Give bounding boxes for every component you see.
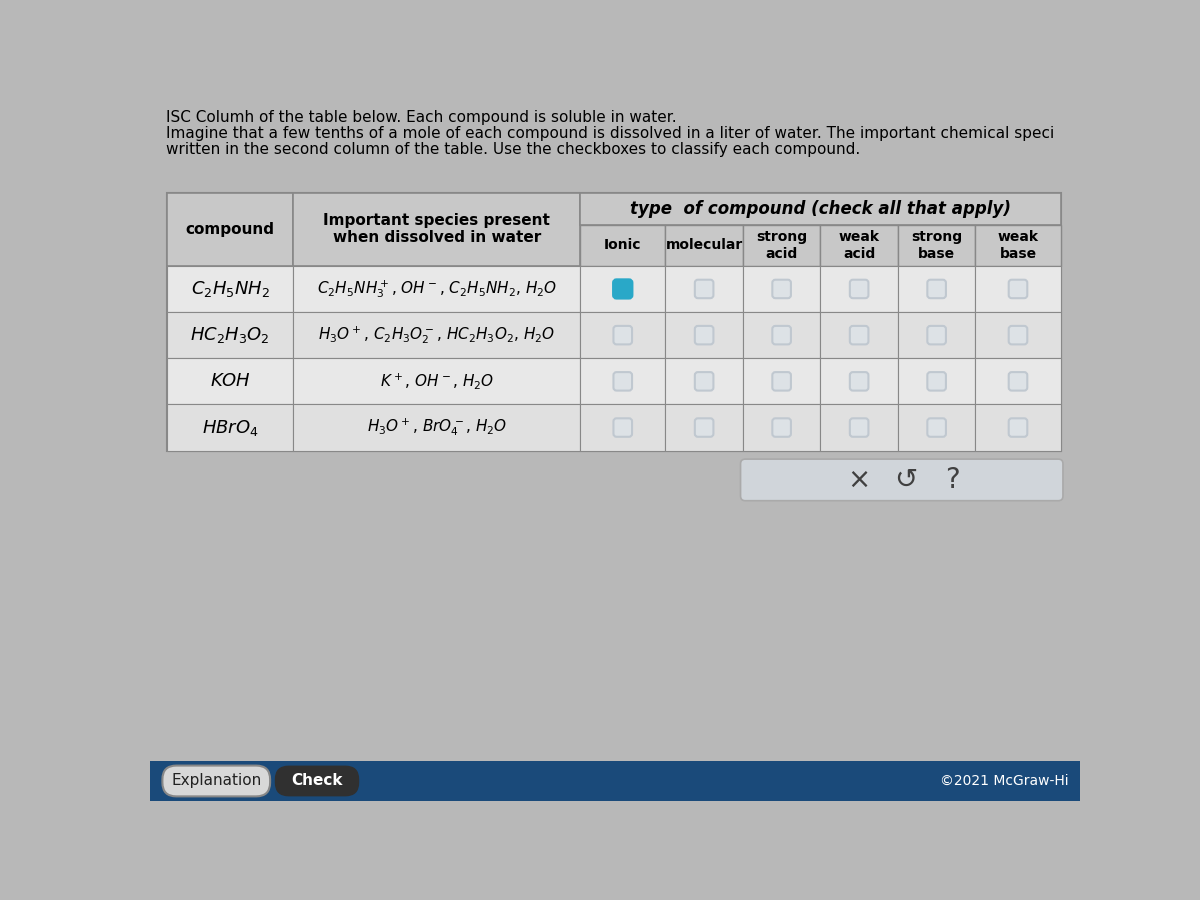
Bar xyxy=(580,312,665,358)
FancyBboxPatch shape xyxy=(613,326,632,345)
Bar xyxy=(293,404,580,451)
FancyBboxPatch shape xyxy=(1009,326,1027,345)
Bar xyxy=(821,404,898,451)
Text: ?: ? xyxy=(944,466,960,494)
Bar xyxy=(580,193,1061,225)
FancyBboxPatch shape xyxy=(695,418,714,436)
Bar xyxy=(898,404,976,451)
Bar xyxy=(743,225,821,266)
Text: Check: Check xyxy=(292,773,343,788)
Text: strong
base: strong base xyxy=(911,230,962,260)
FancyBboxPatch shape xyxy=(928,418,946,436)
Bar xyxy=(293,266,580,312)
Text: molecular: molecular xyxy=(666,238,743,252)
FancyBboxPatch shape xyxy=(695,326,714,345)
Text: $K^+$, $OH^-$, $H_2O$: $K^+$, $OH^-$, $H_2O$ xyxy=(379,372,494,392)
Text: Important species present
when dissolved in water: Important species present when dissolved… xyxy=(323,213,550,246)
FancyBboxPatch shape xyxy=(928,280,946,298)
Bar xyxy=(167,358,293,404)
Bar xyxy=(293,358,580,404)
Bar xyxy=(743,266,821,312)
Bar xyxy=(665,266,743,312)
Bar xyxy=(580,404,665,451)
Bar xyxy=(976,404,1061,451)
Text: compound: compound xyxy=(186,221,275,237)
FancyBboxPatch shape xyxy=(773,372,791,391)
Bar xyxy=(898,312,976,358)
FancyBboxPatch shape xyxy=(695,280,714,298)
FancyBboxPatch shape xyxy=(850,418,869,436)
FancyBboxPatch shape xyxy=(773,418,791,436)
Bar xyxy=(167,312,293,358)
Bar xyxy=(665,358,743,404)
Bar xyxy=(976,266,1061,312)
FancyBboxPatch shape xyxy=(928,372,946,391)
Bar xyxy=(821,358,898,404)
Text: strong
acid: strong acid xyxy=(756,230,808,260)
Text: Explanation: Explanation xyxy=(172,773,262,788)
Text: $C_2H_5NH_2$: $C_2H_5NH_2$ xyxy=(191,279,270,299)
Bar xyxy=(167,266,293,312)
Text: $HBrO_4$: $HBrO_4$ xyxy=(202,418,258,437)
FancyBboxPatch shape xyxy=(928,326,946,345)
Text: $KOH$: $KOH$ xyxy=(210,373,251,391)
FancyBboxPatch shape xyxy=(1009,280,1027,298)
Bar xyxy=(976,358,1061,404)
FancyBboxPatch shape xyxy=(1009,372,1027,391)
Bar xyxy=(293,193,580,266)
Bar xyxy=(743,404,821,451)
Text: $C_2H_5NH_3^+$, $OH^-$, $C_2H_5NH_2$, $H_2O$: $C_2H_5NH_3^+$, $OH^-$, $C_2H_5NH_2$, $H… xyxy=(317,278,557,300)
Bar xyxy=(167,404,293,451)
Bar xyxy=(167,193,293,266)
FancyBboxPatch shape xyxy=(773,326,791,345)
Bar xyxy=(167,193,1061,451)
FancyBboxPatch shape xyxy=(695,372,714,391)
Bar xyxy=(821,312,898,358)
FancyBboxPatch shape xyxy=(613,372,632,391)
Bar xyxy=(665,225,743,266)
Bar xyxy=(898,266,976,312)
Text: ISC Columh of the table below. Each compound is soluble in water.: ISC Columh of the table below. Each comp… xyxy=(166,111,676,125)
Bar xyxy=(976,225,1061,266)
Text: weak
acid: weak acid xyxy=(839,230,880,260)
FancyBboxPatch shape xyxy=(162,766,270,796)
FancyBboxPatch shape xyxy=(1009,418,1027,436)
Text: ×: × xyxy=(847,466,871,494)
FancyBboxPatch shape xyxy=(613,280,632,298)
Text: $H_3O^+$, $C_2H_3O_2^-$, $HC_2H_3O_2$, $H_2O$: $H_3O^+$, $C_2H_3O_2^-$, $HC_2H_3O_2$, $… xyxy=(318,324,556,346)
Text: ©2021 McGraw-Hi: ©2021 McGraw-Hi xyxy=(940,774,1068,788)
Text: Imagine that a few tenths of a mole of each compound is dissolved in a liter of : Imagine that a few tenths of a mole of e… xyxy=(166,127,1054,141)
Text: weak
base: weak base xyxy=(997,230,1038,260)
FancyBboxPatch shape xyxy=(850,280,869,298)
Bar xyxy=(580,225,665,266)
FancyBboxPatch shape xyxy=(275,766,359,796)
Text: Ionic: Ionic xyxy=(604,238,642,252)
Bar xyxy=(293,312,580,358)
Bar xyxy=(743,358,821,404)
Bar xyxy=(743,312,821,358)
Bar xyxy=(976,312,1061,358)
Text: $HC_2H_3O_2$: $HC_2H_3O_2$ xyxy=(191,325,270,345)
Text: type  of compound (check all that apply): type of compound (check all that apply) xyxy=(630,200,1010,218)
Bar xyxy=(580,266,665,312)
Bar xyxy=(580,358,665,404)
Bar xyxy=(821,266,898,312)
Bar xyxy=(898,225,976,266)
Text: $H_3O^+$, $BrO_4^-$, $H_2O$: $H_3O^+$, $BrO_4^-$, $H_2O$ xyxy=(366,417,506,438)
FancyBboxPatch shape xyxy=(740,459,1063,500)
FancyBboxPatch shape xyxy=(613,418,632,436)
Bar xyxy=(898,358,976,404)
Bar xyxy=(665,404,743,451)
Bar xyxy=(150,761,1080,801)
Text: written in the second column of the table. Use the checkboxes to classify each c: written in the second column of the tabl… xyxy=(166,142,859,157)
FancyBboxPatch shape xyxy=(850,326,869,345)
FancyBboxPatch shape xyxy=(773,280,791,298)
FancyBboxPatch shape xyxy=(850,372,869,391)
Text: ↺: ↺ xyxy=(894,466,917,494)
Bar xyxy=(821,225,898,266)
Bar xyxy=(665,312,743,358)
